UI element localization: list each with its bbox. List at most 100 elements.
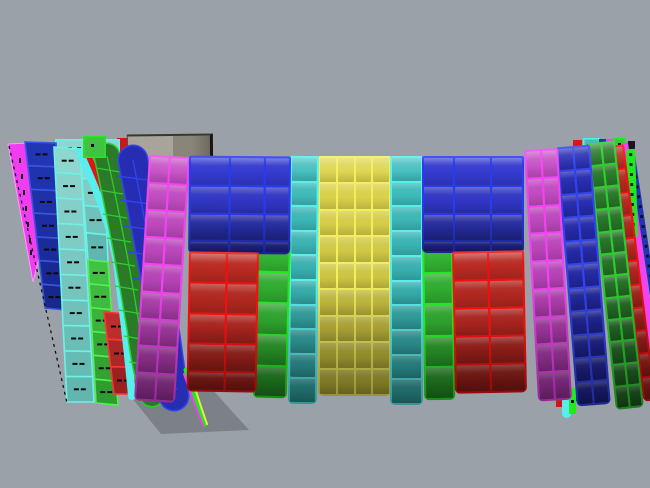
panel[interactable] (227, 254, 257, 284)
panel[interactable] (639, 354, 650, 377)
panel[interactable] (613, 364, 627, 386)
panel[interactable] (188, 344, 225, 371)
tab-cyan-bottom[interactable] (562, 388, 571, 418)
panel[interactable] (492, 187, 522, 213)
panel[interactable] (265, 158, 289, 186)
panel[interactable] (168, 158, 188, 185)
panel[interactable] (57, 222, 87, 252)
panel[interactable] (337, 343, 354, 368)
panel[interactable] (611, 230, 625, 253)
panel[interactable] (545, 205, 561, 233)
panel[interactable] (642, 377, 650, 400)
panel[interactable] (392, 330, 421, 354)
panel[interactable] (425, 336, 453, 367)
panel[interactable] (373, 184, 389, 209)
panel[interactable] (530, 234, 547, 261)
panel[interactable] (320, 290, 336, 315)
panel[interactable] (490, 336, 525, 363)
panel[interactable] (604, 164, 618, 186)
panel[interactable] (290, 305, 316, 329)
panel[interactable] (424, 304, 453, 335)
panel[interactable] (188, 372, 224, 391)
panel[interactable] (320, 237, 336, 262)
panel[interactable] (490, 308, 524, 335)
panel[interactable] (454, 215, 491, 240)
panel[interactable] (291, 231, 317, 255)
panel[interactable] (189, 283, 226, 313)
panel[interactable] (54, 171, 84, 201)
panel-column-yellow-center[interactable] (318, 156, 391, 396)
panel[interactable] (136, 373, 156, 400)
panel[interactable] (554, 372, 570, 399)
panel[interactable] (603, 276, 617, 298)
panel[interactable] (614, 252, 628, 275)
tab-green-bottom[interactable] (569, 388, 576, 414)
panel[interactable] (289, 379, 316, 403)
panel[interactable] (60, 299, 91, 327)
panel[interactable] (337, 316, 354, 342)
panel-column-green-col-right[interactable] (422, 239, 456, 401)
labeled-panel-stack-blue-label-stack[interactable] (24, 141, 67, 311)
panel[interactable] (565, 241, 582, 265)
panel[interactable] (455, 309, 489, 336)
panel[interactable] (561, 194, 578, 218)
panel[interactable] (255, 335, 287, 366)
panel[interactable] (454, 158, 491, 185)
panel-column-red-block-left[interactable] (186, 251, 259, 393)
panel[interactable] (163, 239, 183, 266)
panel[interactable] (291, 182, 317, 206)
panel[interactable] (320, 158, 336, 183)
panel[interactable] (585, 287, 602, 310)
panel[interactable] (589, 333, 605, 357)
panel[interactable] (58, 248, 88, 277)
panel[interactable] (320, 210, 336, 236)
panel[interactable] (147, 183, 167, 211)
panel[interactable] (59, 273, 90, 302)
panel[interactable] (190, 214, 229, 240)
panel[interactable] (424, 273, 452, 304)
panel[interactable] (536, 345, 553, 372)
panel[interactable] (373, 210, 389, 236)
panel[interactable] (618, 296, 633, 319)
panel[interactable] (560, 171, 576, 194)
panel[interactable] (146, 210, 166, 238)
panel[interactable] (64, 375, 95, 403)
panel[interactable] (88, 282, 113, 311)
panel[interactable] (573, 335, 589, 358)
panel[interactable] (190, 241, 229, 252)
panel-column-blue-block-left[interactable] (188, 155, 291, 255)
panel[interactable] (456, 364, 490, 392)
panel[interactable] (392, 207, 421, 231)
panel[interactable] (551, 316, 567, 344)
panel[interactable] (87, 259, 111, 287)
panel[interactable] (492, 158, 522, 185)
panel[interactable] (601, 254, 615, 276)
panel[interactable] (320, 343, 336, 368)
panel[interactable] (373, 369, 389, 394)
panel-column-cyan-col-right[interactable] (390, 156, 423, 405)
panel[interactable] (529, 206, 545, 234)
panel[interactable] (355, 316, 372, 342)
panel[interactable] (162, 266, 182, 293)
panel[interactable] (633, 308, 646, 331)
panel[interactable] (355, 184, 372, 209)
panel[interactable] (609, 208, 623, 231)
panel[interactable] (424, 158, 453, 185)
panel[interactable] (320, 316, 336, 342)
panel[interactable] (594, 188, 608, 210)
panel[interactable] (167, 185, 187, 212)
panel[interactable] (581, 240, 598, 263)
panel[interactable] (337, 237, 354, 262)
panel[interactable] (591, 166, 605, 188)
panel[interactable] (606, 186, 621, 208)
panel-column-cyan-col-left[interactable] (287, 155, 319, 405)
panel[interactable] (455, 337, 490, 364)
panel[interactable] (155, 374, 175, 401)
panel[interactable] (576, 170, 592, 193)
panel[interactable] (142, 265, 162, 292)
panel[interactable] (85, 231, 109, 263)
panel[interactable] (257, 272, 289, 303)
panel[interactable] (355, 158, 372, 183)
panel[interactable] (149, 156, 169, 183)
panel[interactable] (62, 324, 93, 353)
